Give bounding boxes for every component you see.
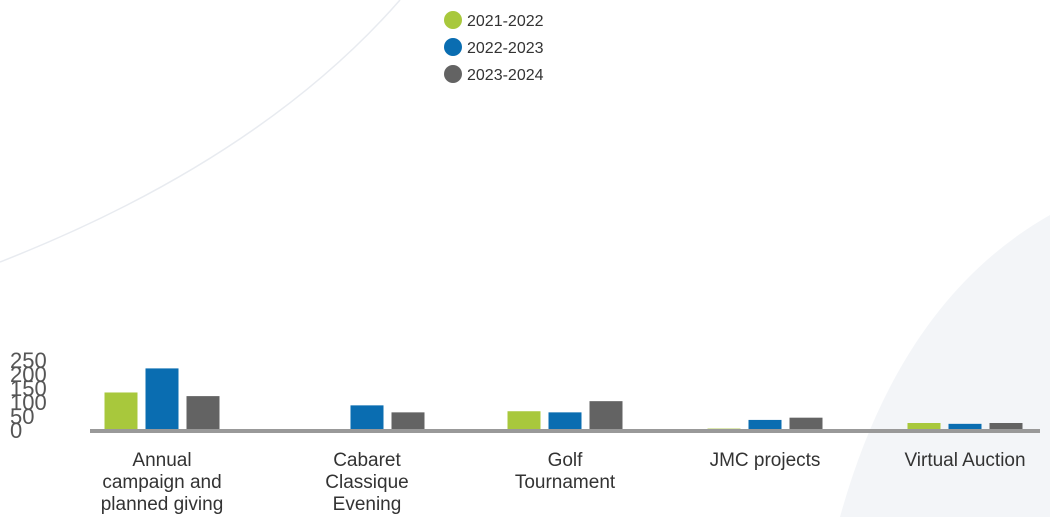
legend-item-2022-2023: 2022-2023	[444, 38, 544, 57]
y-tick-label: 50	[10, 404, 34, 429]
y-tick-label: 200	[10, 362, 47, 387]
x-tick-label: Annual campaign and planned giving	[101, 450, 224, 515]
legend-label: 2021-2022	[467, 13, 544, 30]
legend-item-2023-2024: 2023-2024	[444, 65, 544, 84]
y-tick-label: 250	[10, 348, 47, 373]
bar-2022-2023-1	[350, 405, 384, 430]
bar-2022-2023-0	[145, 368, 179, 430]
bars	[104, 368, 1023, 430]
legend-label: 2022-2023	[467, 40, 544, 57]
bar-2022-2023-3	[748, 419, 782, 430]
bar-2022-2023-4	[948, 423, 982, 430]
legend: 2021-2022 2022-2023 2023-2024	[444, 11, 544, 84]
bar-2022-2023-2	[548, 412, 582, 430]
legend-marker	[444, 38, 462, 56]
background-arc	[0, 0, 401, 263]
legend-label: 2023-2024	[467, 67, 544, 84]
bar-2023-2024-4	[989, 423, 1023, 430]
legend-marker	[444, 11, 462, 29]
y-tick-label: 0	[10, 418, 22, 443]
bar-2021-2022-4	[907, 423, 941, 430]
x-tick-label: Virtual Auction	[904, 450, 1025, 471]
x-tick-label: JMC projects	[710, 450, 821, 471]
legend-marker	[444, 65, 462, 83]
y-tick-label: 150	[10, 376, 47, 401]
bar-2023-2024-3	[789, 417, 823, 430]
x-axis-line	[90, 429, 1040, 433]
x-tick-label: Golf Tournament	[515, 450, 616, 493]
x-axis: Annual campaign and planned giving Cabaret C…	[90, 429, 1040, 515]
bar-2023-2024-1	[391, 412, 425, 430]
bar-2021-2022-2	[507, 411, 541, 430]
y-tick-label: 100	[10, 390, 47, 415]
bar-2023-2024-0	[186, 396, 220, 430]
bar-2021-2022-0	[104, 392, 138, 430]
legend-item-2021-2022: 2021-2022	[444, 11, 544, 30]
x-tick-label: Cabaret Classique Evening	[325, 450, 408, 515]
background-shape	[840, 215, 1050, 517]
bar-2023-2024-2	[589, 401, 623, 430]
